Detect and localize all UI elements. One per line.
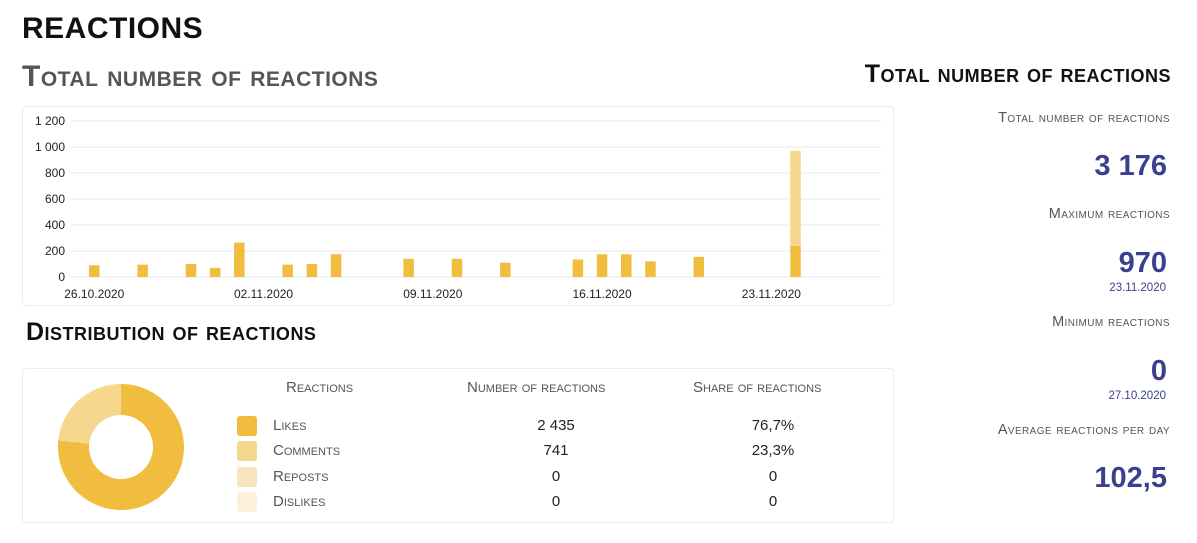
y-tick-label: 1 200 <box>35 114 65 128</box>
min-reactions-label: Minimum reactions <box>1052 314 1170 330</box>
max-reactions-value: 970 <box>1118 247 1167 279</box>
max-reactions-date: 23.11.2020 <box>1109 282 1166 294</box>
row-share: 23,3% <box>751 442 795 459</box>
row-label: Likes <box>273 417 307 434</box>
dislikes-swatch <box>237 492 257 512</box>
row-label: Reposts <box>273 468 329 485</box>
distribution-card: Reactions Number of reactions Share of r… <box>22 368 894 523</box>
avg-reactions-label: Average reactions per day <box>997 422 1170 438</box>
row-share: 76,7% <box>751 417 795 434</box>
y-tick-label: 200 <box>45 244 65 258</box>
total-reactions-label: Total number of reactions <box>998 110 1170 126</box>
bar-likes <box>282 264 293 277</box>
y-tick-label: 400 <box>45 218 65 232</box>
bar-comments <box>790 150 801 246</box>
bar-likes <box>137 264 148 277</box>
bar-likes <box>330 254 342 277</box>
bar-likes <box>234 242 245 277</box>
bar-likes <box>89 265 100 277</box>
bar-likes <box>500 262 511 277</box>
bar-likes <box>693 256 705 277</box>
y-tick-label: 0 <box>58 270 65 284</box>
header-reactions: Reactions <box>286 379 354 396</box>
header-number-of-reactions: Number of reactions <box>467 379 606 396</box>
likes-swatch <box>237 416 257 436</box>
x-tick-label: 16.11.2020 <box>572 287 631 301</box>
min-reactions-value: 0 <box>1150 355 1167 387</box>
header-share-of-reactions: Share of reactions <box>693 379 822 396</box>
row-share: 0 <box>768 493 778 510</box>
row-share: 0 <box>768 468 778 485</box>
y-tick-label: 600 <box>45 192 65 206</box>
bar-likes <box>403 258 414 277</box>
bar-likes <box>645 261 656 277</box>
bar-likes <box>596 254 608 277</box>
row-label: Dislikes <box>273 493 326 510</box>
bar-likes <box>451 258 463 277</box>
bar-likes <box>621 254 632 277</box>
distribution-row-reposts: Reposts 0 0 <box>23 466 893 488</box>
comments-swatch <box>237 441 257 461</box>
reactions-donut-chart <box>58 384 184 510</box>
x-tick-label: 02.11.2020 <box>234 287 293 301</box>
max-reactions-label: Maximum reactions <box>1048 206 1170 222</box>
bar-likes <box>306 264 318 277</box>
min-reactions-date: 27.10.2020 <box>1108 390 1166 402</box>
x-tick-label: 26.10.2020 <box>64 287 124 301</box>
reactions-bar-chart: 0 200 400 600 800 1 000 1 200 26.10.2020 02.11.2… <box>35 114 881 301</box>
row-count: 0 <box>551 468 561 485</box>
donut-slice-comments <box>58 384 121 444</box>
row-count: 2 435 <box>537 417 575 434</box>
row-count: 0 <box>551 493 561 510</box>
chart-section-title: Total number of reactions <box>22 60 379 93</box>
page-title: REACTIONS <box>22 12 204 45</box>
reposts-swatch <box>237 467 257 487</box>
bar-likes <box>790 245 801 277</box>
y-tick-label: 1 000 <box>35 140 65 154</box>
donut-slice-likes <box>58 384 184 510</box>
y-tick-label: 800 <box>45 166 65 180</box>
bar-likes <box>185 264 197 277</box>
distribution-row-likes: Likes 2 435 76,7% <box>23 415 893 437</box>
stats-section-title: Total number of reactions <box>864 60 1171 88</box>
x-tick-label: 23.11.2020 <box>742 287 801 301</box>
reactions-bar-chart-card: 0 200 400 600 800 1 000 1 200 26.10.2020 02.11.2… <box>22 106 894 306</box>
row-label: Comments <box>273 442 341 459</box>
distribution-row-comments: Comments 741 23,3% <box>23 440 893 462</box>
bar-likes <box>209 267 221 277</box>
distribution-section-title: Distribution of reactions <box>26 318 317 346</box>
bar-likes <box>572 259 584 277</box>
x-tick-label: 09.11.2020 <box>403 287 462 301</box>
distribution-row-dislikes: Dislikes 0 0 <box>23 491 893 513</box>
avg-reactions-value: 102,5 <box>1094 462 1167 494</box>
row-count: 741 <box>543 442 569 459</box>
total-reactions-value: 3 176 <box>1094 150 1167 182</box>
